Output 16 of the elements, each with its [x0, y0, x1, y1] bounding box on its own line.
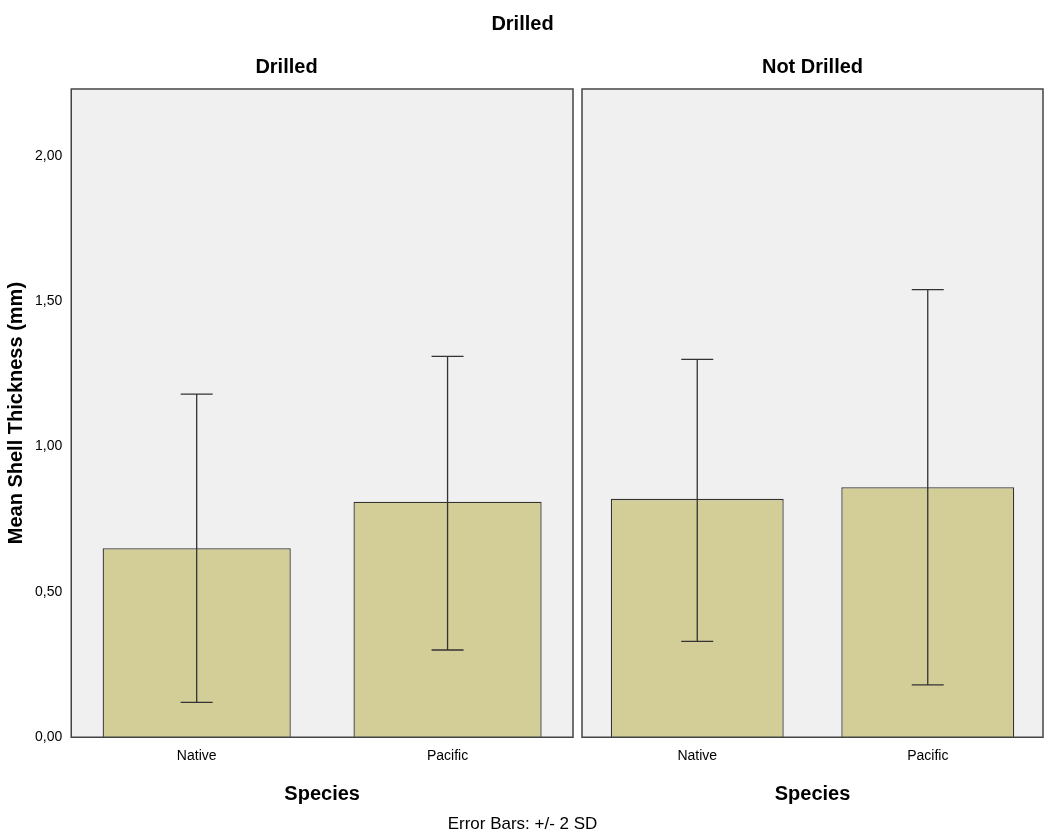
y-tick-label: 2,00 — [35, 146, 63, 163]
x-tick-label: Pacific — [426, 747, 469, 764]
y-tick-label: 1,00 — [35, 437, 63, 454]
chart-subtitle: Not Drilled — [761, 54, 864, 77]
y-tick-label: 0,50 — [35, 582, 63, 599]
y-tick-label: 0,00 — [35, 728, 63, 745]
chart-subtitle: Drilled — [255, 54, 318, 77]
x-tick-label: Pacific — [907, 747, 949, 764]
x-axis-title: Species — [774, 781, 851, 804]
x-axis-title: Species — [284, 781, 360, 804]
x-tick-label: Native — [677, 747, 718, 764]
text: Error Bars: +/- 2 SD — [446, 814, 599, 834]
chart-title: Drilled — [490, 12, 555, 35]
y-tick-label: 1,50 — [35, 292, 63, 309]
x-tick-label: Native — [176, 747, 217, 764]
y-axis-title: Mean Shell Thickness (mm) — [3, 281, 26, 545]
